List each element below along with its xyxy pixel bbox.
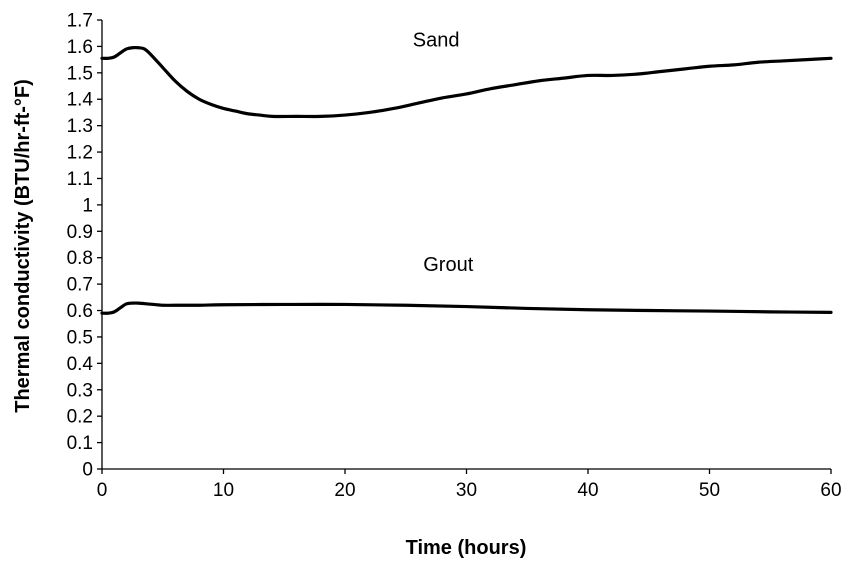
y-tick-label: 0 xyxy=(82,460,93,481)
x-axis: 0 10 20 30 40 50 60 xyxy=(97,468,842,501)
y-tick-label: 1.2 xyxy=(67,143,93,164)
x-tick-label: 30 xyxy=(456,480,477,501)
y-tick-label: 0.2 xyxy=(67,407,93,428)
y-tick-label: 1.6 xyxy=(67,37,93,58)
x-tick-label: 10 xyxy=(213,480,234,501)
y-tick-label: 1.3 xyxy=(67,116,93,137)
y-tick-label: 1.1 xyxy=(67,169,93,190)
y-tick-label: 0.7 xyxy=(67,275,93,296)
series-layer xyxy=(100,45,833,315)
y-tick-label: 0.1 xyxy=(67,433,93,454)
y-tick-label: 0.4 xyxy=(67,354,94,375)
x-tick-label: 50 xyxy=(699,480,720,501)
series-line-grout xyxy=(100,301,833,315)
y-tick-label: 0.5 xyxy=(67,327,93,348)
series-label-sand: Sand xyxy=(413,29,460,51)
x-axis-title: Time (hours) xyxy=(406,537,527,559)
series-line-sand xyxy=(100,45,833,119)
y-tick-label: 0.8 xyxy=(67,248,93,269)
y-tick-label: 1.7 xyxy=(67,11,93,32)
annotation-layer: Sand Grout xyxy=(413,29,474,276)
x-tick-label: 0 xyxy=(97,480,108,501)
y-axis-title: Thermal conductivity (BTU/hr-ft-°F) xyxy=(12,79,34,413)
y-tick-label: 1 xyxy=(82,195,93,216)
x-tick-label: 60 xyxy=(820,480,841,501)
y-axis: 0 0.1 0.2 0.3 0.4 0.5 0.6 0.7 0.8 0.9 1 1.1 1.2 1.3 1.… xyxy=(67,11,103,481)
y-tick-label: 0.6 xyxy=(67,301,93,322)
x-tick-label: 20 xyxy=(334,480,355,501)
y-tick-label: 1.5 xyxy=(67,63,93,84)
y-tick-label: 1.4 xyxy=(67,90,94,111)
y-tick-label: 0.9 xyxy=(67,222,93,243)
y-tick-label: 0.3 xyxy=(67,380,93,401)
x-tick-label: 40 xyxy=(577,480,598,501)
series-label-grout: Grout xyxy=(423,254,473,276)
